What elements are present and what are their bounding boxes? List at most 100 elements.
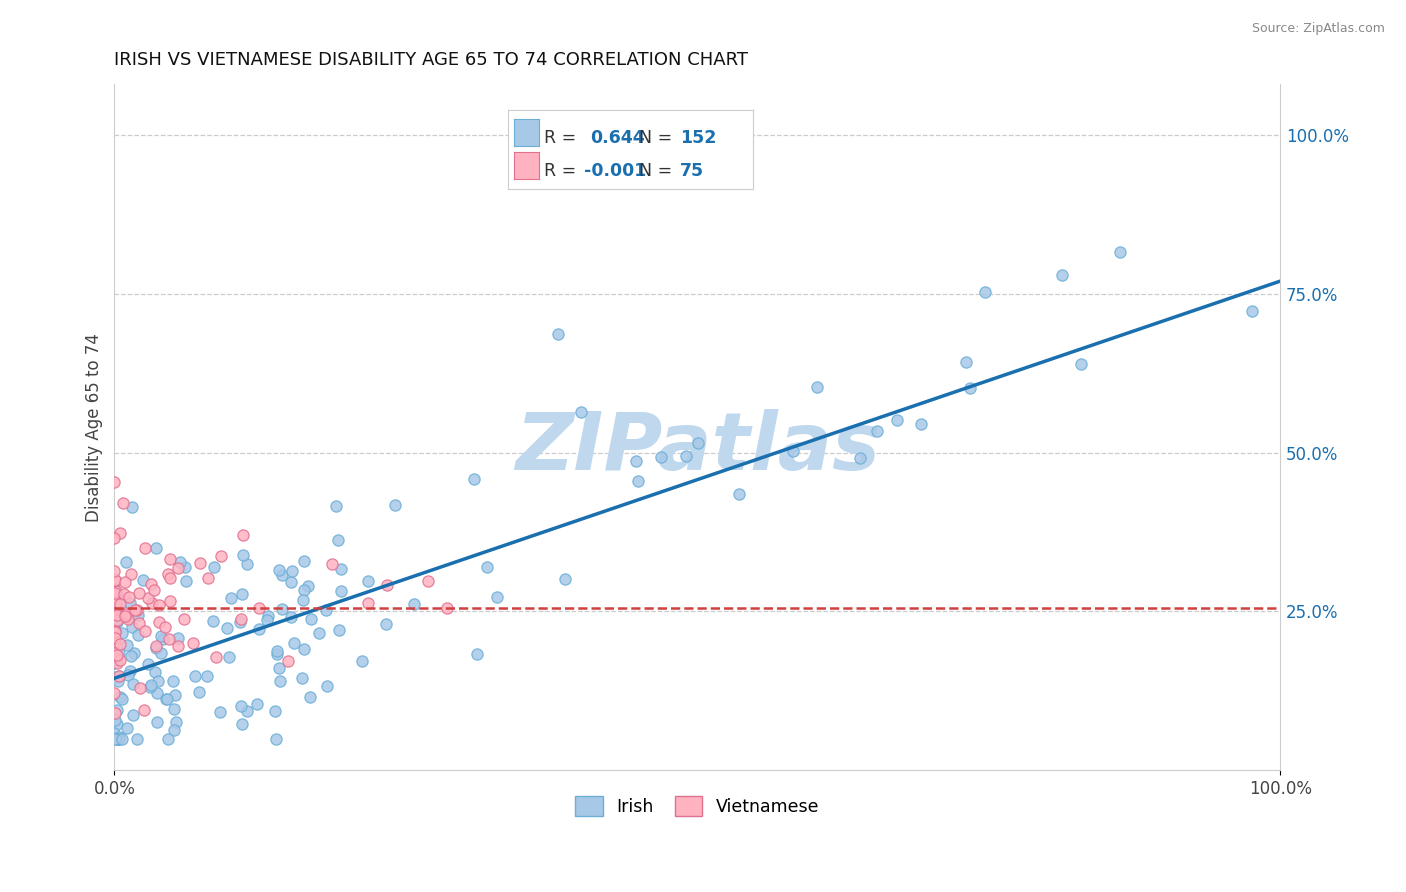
Point xyxy=(107,674,129,689)
Point xyxy=(104,706,127,721)
Point xyxy=(256,609,278,624)
Point xyxy=(132,703,155,717)
Point xyxy=(280,609,302,624)
Point xyxy=(169,556,191,570)
Point xyxy=(627,474,650,488)
Point xyxy=(246,698,269,712)
Point xyxy=(128,615,150,630)
Point xyxy=(117,612,139,626)
Point xyxy=(139,680,162,694)
Point xyxy=(357,596,380,610)
Point xyxy=(107,731,129,746)
Point xyxy=(675,450,697,464)
Point xyxy=(465,647,488,661)
Point xyxy=(103,686,125,700)
Point xyxy=(202,615,225,629)
Point xyxy=(264,704,287,718)
Point xyxy=(104,624,127,638)
Point xyxy=(650,450,672,465)
Point xyxy=(849,450,872,465)
Point xyxy=(115,609,138,624)
Point xyxy=(117,667,139,681)
Point xyxy=(103,622,125,636)
Point xyxy=(105,717,128,731)
Point xyxy=(108,690,131,704)
Point xyxy=(139,577,162,591)
Point xyxy=(107,669,129,683)
Point xyxy=(105,656,128,670)
Point xyxy=(103,581,125,595)
Point xyxy=(127,607,149,622)
Point xyxy=(569,405,592,419)
Point xyxy=(157,632,180,647)
Point xyxy=(121,619,143,633)
Point xyxy=(134,541,156,556)
Point xyxy=(145,714,167,729)
Point xyxy=(110,692,132,706)
Point xyxy=(141,596,163,610)
Point xyxy=(114,609,136,624)
Point xyxy=(475,560,498,574)
Point xyxy=(463,473,485,487)
Point xyxy=(118,590,141,604)
Point xyxy=(115,607,138,621)
Point xyxy=(115,638,138,652)
Point xyxy=(162,674,184,689)
Point xyxy=(104,605,127,619)
Point xyxy=(229,612,252,626)
Point xyxy=(298,690,321,705)
Point xyxy=(155,691,177,706)
Point xyxy=(166,631,188,645)
Point xyxy=(136,591,159,606)
Point xyxy=(782,443,804,458)
Point xyxy=(139,678,162,692)
Point xyxy=(104,589,127,603)
Point xyxy=(148,598,170,612)
Point xyxy=(886,413,908,427)
Point xyxy=(165,714,187,729)
Point xyxy=(104,646,127,660)
Point xyxy=(173,612,195,626)
Point xyxy=(120,596,142,610)
Point xyxy=(103,564,125,578)
Point xyxy=(125,731,148,746)
Point xyxy=(326,533,349,548)
Point xyxy=(104,631,127,645)
Point xyxy=(105,607,128,622)
Point xyxy=(103,656,125,670)
Point xyxy=(232,528,254,542)
Point xyxy=(374,616,396,631)
Point xyxy=(104,648,127,663)
Point xyxy=(110,597,132,611)
Y-axis label: Disability Age 65 to 74: Disability Age 65 to 74 xyxy=(86,333,103,522)
Point xyxy=(264,731,287,746)
Point xyxy=(156,731,179,746)
Text: IRISH VS VIETNAMESE DISABILITY AGE 65 TO 74 CORRELATION CHART: IRISH VS VIETNAMESE DISABILITY AGE 65 TO… xyxy=(114,51,748,69)
Point xyxy=(122,677,145,691)
Point xyxy=(104,603,127,617)
Point xyxy=(315,603,337,617)
Point xyxy=(143,583,166,598)
Point xyxy=(111,626,134,640)
Point xyxy=(146,674,169,689)
Point xyxy=(404,597,426,611)
Point xyxy=(188,557,211,571)
Point xyxy=(219,591,242,605)
Point xyxy=(157,566,180,581)
Point xyxy=(103,573,125,587)
Point xyxy=(114,555,136,569)
Point xyxy=(1070,357,1092,371)
Point xyxy=(209,549,232,563)
Point xyxy=(120,648,142,663)
Point xyxy=(103,608,125,623)
Point xyxy=(105,648,128,662)
Point xyxy=(184,669,207,683)
Point xyxy=(436,600,458,615)
Point xyxy=(269,661,291,675)
Point xyxy=(163,688,186,702)
Point xyxy=(375,578,398,592)
Point xyxy=(112,496,135,510)
Point xyxy=(280,575,302,590)
Point xyxy=(104,587,127,601)
Point xyxy=(145,640,167,655)
